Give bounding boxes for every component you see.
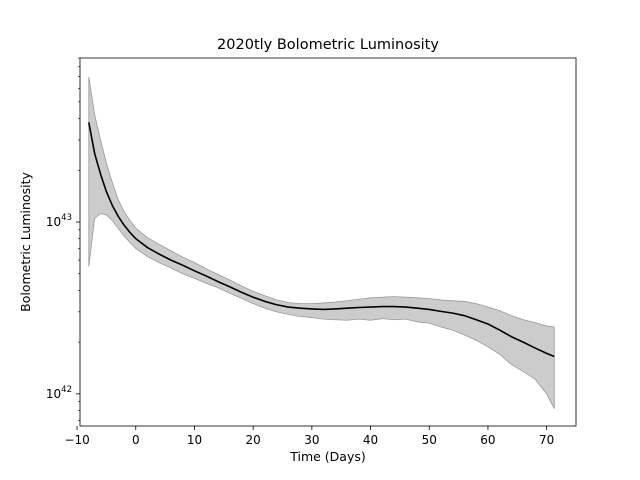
x-tick-label: −10 <box>64 433 89 447</box>
x-tick-label: 30 <box>304 433 319 447</box>
x-tick-label: 50 <box>422 433 437 447</box>
series-line-luminosity <box>88 122 555 358</box>
y-tick-exponent: 43 <box>61 213 72 223</box>
x-tick-label: 0 <box>132 433 140 447</box>
axes-frame <box>79 57 577 427</box>
x-tick-label: 60 <box>480 433 495 447</box>
x-axis-label: Time (Days) <box>289 449 366 464</box>
y-tick-exponent: 42 <box>61 385 72 395</box>
x-tick-label: 40 <box>363 433 378 447</box>
uncertainty-band <box>88 76 555 409</box>
x-tick-label: 70 <box>539 433 554 447</box>
plot-area <box>88 76 555 409</box>
chart-title: 2020tly Bolometric Luminosity <box>217 37 439 53</box>
x-tick-label: 10 <box>187 433 202 447</box>
x-axis: −10 0 10 20 30 40 50 60 70 <box>64 426 554 447</box>
x-tick-label: 20 <box>246 433 261 447</box>
y-axis-label: Bolometric Luminosity <box>18 172 33 312</box>
